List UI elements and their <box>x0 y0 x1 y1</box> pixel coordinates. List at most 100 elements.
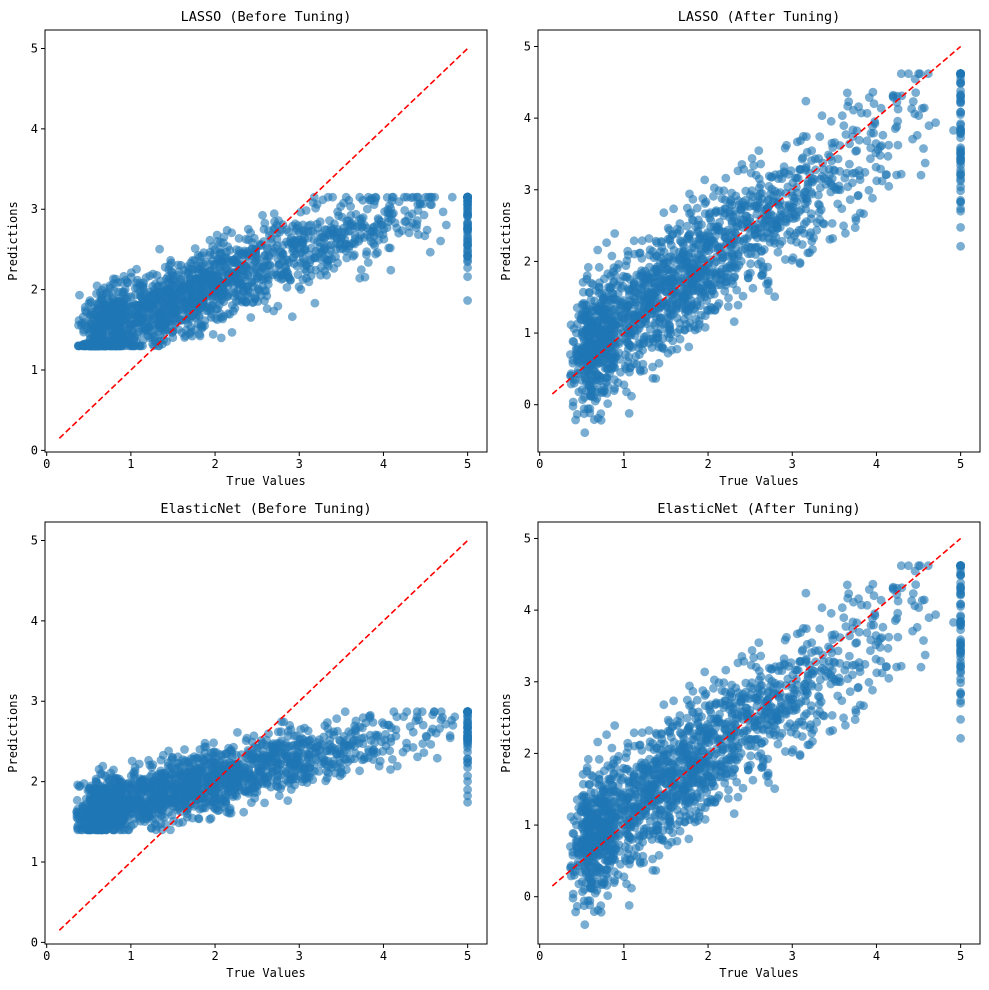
data-point <box>869 128 878 138</box>
data-point <box>749 161 759 171</box>
data-point <box>386 265 396 275</box>
data-point <box>150 320 160 330</box>
data-point <box>597 304 607 314</box>
data-point <box>625 340 634 349</box>
data-point <box>123 292 133 302</box>
data-point <box>402 738 411 748</box>
data-point <box>781 189 791 198</box>
data-point <box>652 251 662 261</box>
data-point <box>753 259 763 269</box>
data-point <box>834 181 844 191</box>
data-point <box>837 204 847 214</box>
data-point <box>311 755 321 765</box>
data-point <box>807 156 816 165</box>
data-point <box>747 154 757 163</box>
data-point <box>578 395 587 404</box>
data-point <box>888 93 898 102</box>
data-point <box>594 282 604 292</box>
data-point <box>648 362 657 372</box>
data-point <box>392 761 402 771</box>
data-point <box>714 299 724 308</box>
data-point <box>80 341 89 351</box>
data-point <box>160 307 170 316</box>
data-point <box>75 781 85 791</box>
data-point <box>704 246 714 256</box>
data-point <box>222 225 232 235</box>
data-point <box>732 285 742 295</box>
data-point <box>689 243 699 253</box>
x-tick-label: 0 <box>536 457 543 471</box>
data-point <box>321 776 331 786</box>
data-point <box>663 313 673 322</box>
data-point <box>666 329 675 339</box>
data-point <box>893 104 903 114</box>
data-point <box>296 725 306 734</box>
data-point <box>277 780 287 790</box>
data-point <box>293 270 303 280</box>
data-point <box>816 205 826 215</box>
data-point <box>94 312 103 321</box>
data-point <box>716 280 726 289</box>
data-point <box>262 245 272 254</box>
data-point <box>427 200 436 210</box>
data-point <box>209 738 219 748</box>
data-point <box>625 367 634 377</box>
data-point <box>248 238 257 248</box>
data-point <box>233 728 242 737</box>
data-point <box>315 238 325 247</box>
data-point <box>387 196 397 206</box>
data-point <box>277 225 286 234</box>
data-point <box>594 262 604 272</box>
data-point <box>812 225 822 235</box>
data-point <box>76 825 86 835</box>
data-point <box>784 170 793 179</box>
data-point <box>251 249 261 258</box>
data-point <box>381 729 390 739</box>
data-point <box>801 96 811 106</box>
data-point <box>788 202 798 212</box>
data-point <box>194 299 204 309</box>
data-point <box>283 796 293 805</box>
data-point <box>956 156 965 166</box>
data-point <box>566 371 576 380</box>
data-point <box>155 244 165 254</box>
data-point <box>463 785 472 794</box>
data-point <box>352 223 362 232</box>
data-point <box>623 250 633 260</box>
data-point <box>582 271 592 281</box>
data-point <box>675 334 685 344</box>
data-point <box>425 247 435 257</box>
data-point <box>739 165 749 174</box>
data-point <box>463 204 472 214</box>
data-point <box>892 170 901 180</box>
data-point <box>635 290 645 300</box>
data-point <box>693 286 703 296</box>
data-point <box>781 255 790 264</box>
data-point <box>700 175 710 185</box>
reference-line <box>58 47 469 439</box>
data-point <box>232 750 241 760</box>
y-tick-label: 0 <box>524 398 531 412</box>
y-axis-label: Predictions <box>499 201 513 280</box>
data-point <box>227 328 237 337</box>
data-point <box>624 409 634 418</box>
data-point <box>180 745 189 754</box>
y-tick-label: 2 <box>524 254 531 268</box>
data-point <box>133 275 142 285</box>
data-point <box>700 199 710 208</box>
data-point <box>745 217 755 227</box>
data-point <box>956 223 965 232</box>
data-point <box>310 298 320 308</box>
data-point <box>243 289 253 299</box>
data-point <box>246 313 256 322</box>
data-point <box>463 235 472 245</box>
data-point <box>340 707 350 717</box>
data-point <box>931 118 940 127</box>
data-point <box>412 707 422 717</box>
data-point <box>169 301 178 310</box>
data-point <box>260 798 269 808</box>
data-point <box>645 262 654 272</box>
data-point <box>579 404 589 414</box>
data-point <box>355 192 365 202</box>
data-point <box>716 206 726 216</box>
